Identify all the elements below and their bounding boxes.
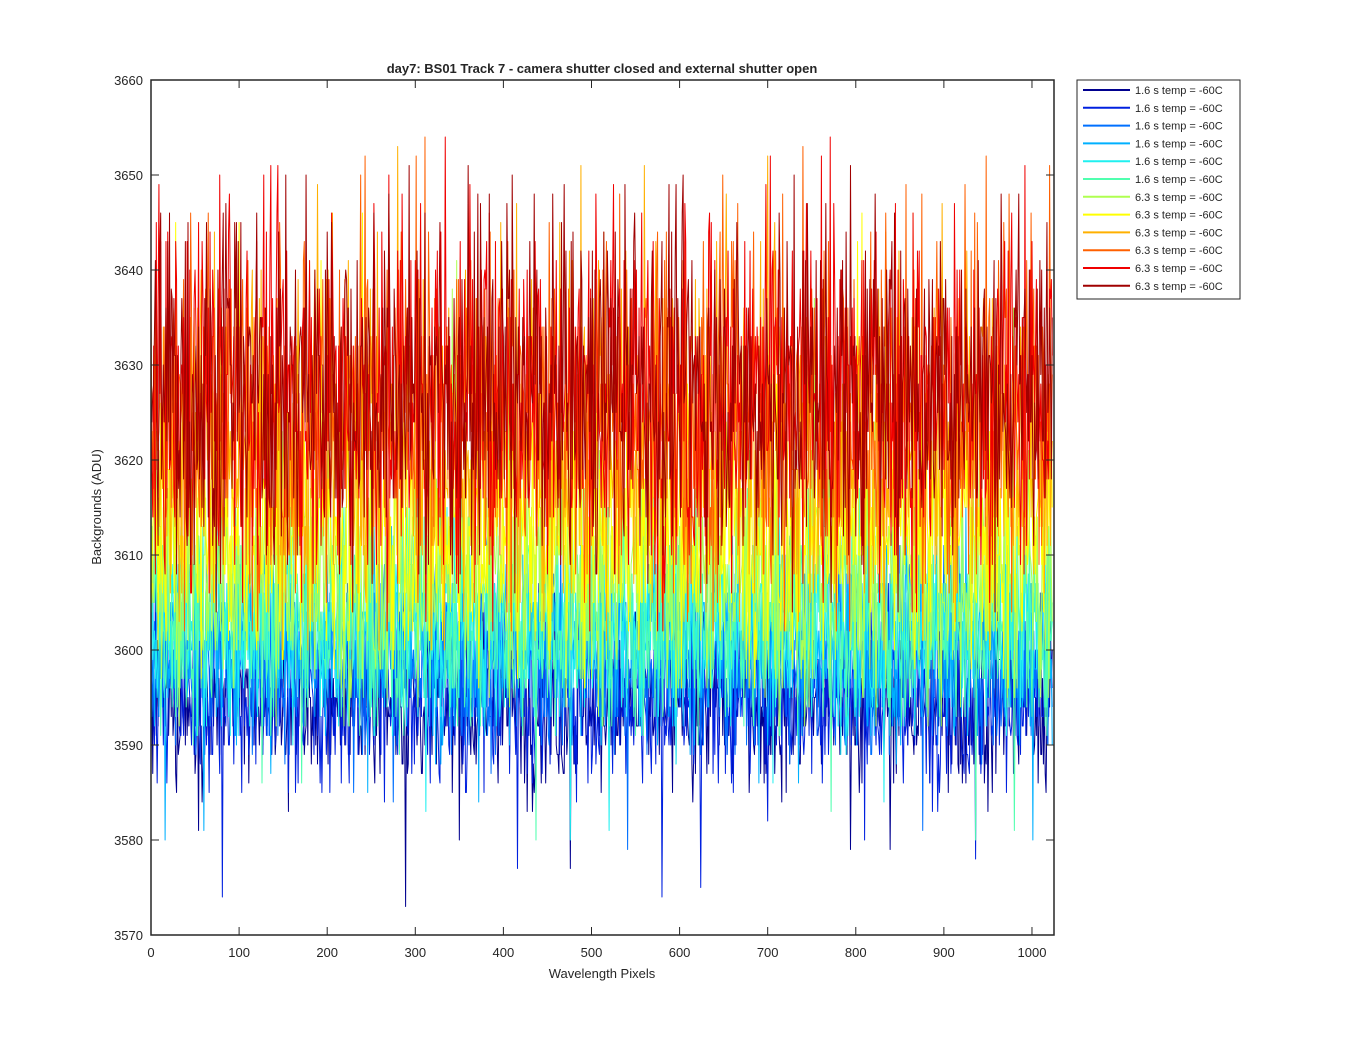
x-tick-label: 500	[581, 945, 603, 960]
legend: 1.6 s temp = -60C 1.6 s temp = -60C 1.6 s …	[1076, 79, 1241, 300]
legend-label: 1.6 s temp = -60C	[1135, 156, 1223, 168]
axes-box	[150, 79, 1055, 936]
series-layer	[151, 136, 1053, 907]
y-tick-label: 3580	[114, 833, 143, 848]
series-line-12	[151, 165, 1053, 613]
legend-label: 6.3 s temp = -60C	[1135, 281, 1223, 293]
y-tick-label: 3660	[114, 73, 143, 88]
legend-label: 1.6 s temp = -60C	[1135, 85, 1223, 97]
plot-area	[150, 79, 1055, 936]
y-tick-label: 3630	[114, 358, 143, 373]
y-tick-label: 3570	[114, 928, 143, 943]
y-tick-label: 3640	[114, 263, 143, 278]
y-tick-label: 3610	[114, 548, 143, 563]
legend-label: 6.3 s temp = -60C	[1135, 263, 1223, 275]
legend-label: 6.3 s temp = -60C	[1135, 227, 1223, 239]
legend-label: 1.6 s temp = -60C	[1135, 138, 1223, 150]
x-tick-label: 300	[404, 945, 426, 960]
x-tick-label: 0	[147, 945, 154, 960]
y-axis: 3570 3580 3590 3600 3610 3620 3630 3640 3650 3660	[114, 73, 1054, 943]
legend-label: 1.6 s temp = -60C	[1135, 174, 1223, 186]
x-tick-label: 900	[933, 945, 955, 960]
y-tick-label: 3620	[114, 453, 143, 468]
legend-box	[1076, 79, 1241, 300]
x-tick-label: 200	[316, 945, 338, 960]
y-tick-label: 3600	[114, 643, 143, 658]
series-line-6	[151, 478, 1053, 841]
x-tick-label: 700	[757, 945, 779, 960]
x-axis: 0 100 200 300 400 500 600 700 800 900 1000	[147, 80, 1046, 960]
legend-label: 6.3 s temp = -60C	[1135, 210, 1223, 222]
x-tick-label: 600	[669, 945, 691, 960]
legend-label: 6.3 s temp = -60C	[1135, 245, 1223, 257]
x-tick-label: 400	[493, 945, 515, 960]
y-tick-label: 3590	[114, 738, 143, 753]
x-tick-label: 100	[228, 945, 250, 960]
x-tick-label: 1000	[1018, 945, 1047, 960]
legend-label: 1.6 s temp = -60C	[1135, 103, 1223, 115]
y-tick-label: 3650	[114, 168, 143, 183]
legend-label: 1.6 s temp = -60C	[1135, 121, 1223, 133]
legend-label: 6.3 s temp = -60C	[1135, 192, 1223, 204]
chart-title: day7: BS01 Track 7 - camera shutter clos…	[387, 61, 818, 76]
x-tick-label: 800	[845, 945, 867, 960]
x-axis-label: Wavelength Pixels	[549, 966, 656, 981]
y-axis-label: Backgrounds (ADU)	[89, 449, 104, 565]
